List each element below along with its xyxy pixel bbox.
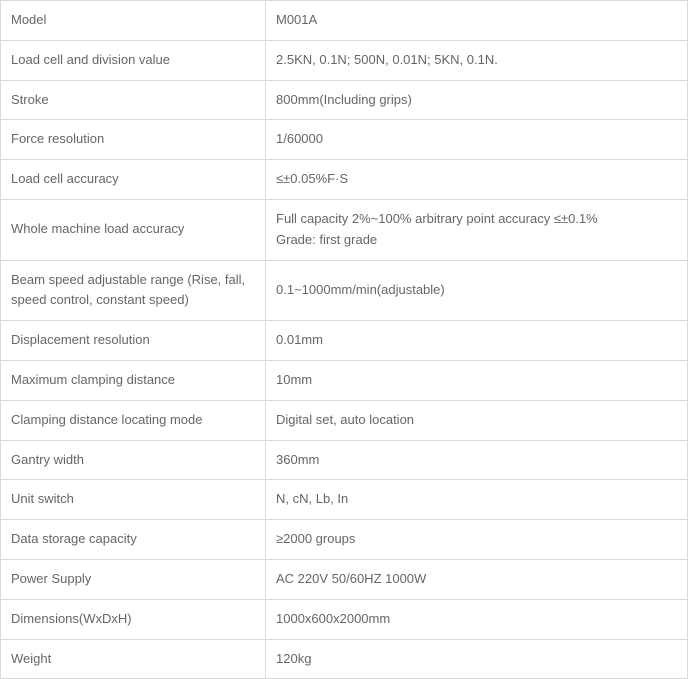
spec-value: M001A [266,1,688,41]
spec-label: Load cell accuracy [1,160,266,200]
table-row: Power SupplyAC 220V 50/60HZ 1000W [1,559,688,599]
table-row: Clamping distance locating modeDigital s… [1,400,688,440]
spec-label: Power Supply [1,559,266,599]
table-row: Whole machine load accuracyFull capacity… [1,199,688,260]
spec-value: 10mm [266,360,688,400]
spec-label: Weight [1,639,266,679]
spec-label: Beam speed adjustable range (Rise, fall,… [1,260,266,321]
spec-label: Whole machine load accuracy [1,199,266,260]
spec-value: 1/60000 [266,120,688,160]
table-row: Maximum clamping distance10mm [1,360,688,400]
spec-value: 800mm(Including grips) [266,80,688,120]
table-row: ModelM001A [1,1,688,41]
spec-table-body: ModelM001ALoad cell and division value2.… [1,1,688,679]
spec-value: 360mm [266,440,688,480]
spec-value: ≥2000 groups [266,520,688,560]
spec-label: Maximum clamping distance [1,360,266,400]
spec-table: ModelM001ALoad cell and division value2.… [0,0,688,679]
table-row: Load cell and division value2.5KN, 0.1N;… [1,40,688,80]
spec-label: Dimensions(WxDxH) [1,599,266,639]
table-row: Gantry width360mm [1,440,688,480]
spec-value: Full capacity 2%~100% arbitrary point ac… [266,199,688,260]
spec-value: 0.1~1000mm/min(adjustable) [266,260,688,321]
spec-label: Displacement resolution [1,321,266,361]
spec-value: Digital set, auto location [266,400,688,440]
spec-value: AC 220V 50/60HZ 1000W [266,559,688,599]
spec-label: Load cell and division value [1,40,266,80]
spec-value: 0.01mm [266,321,688,361]
spec-value: ≤±0.05%F·S [266,160,688,200]
table-row: Weight120kg [1,639,688,679]
spec-label: Stroke [1,80,266,120]
spec-label: Force resolution [1,120,266,160]
spec-value: 1000x600x2000mm [266,599,688,639]
table-row: Load cell accuracy≤±0.05%F·S [1,160,688,200]
spec-label: Data storage capacity [1,520,266,560]
spec-value: N, cN, Lb, In [266,480,688,520]
spec-value: 2.5KN, 0.1N; 500N, 0.01N; 5KN, 0.1N. [266,40,688,80]
table-row: Data storage capacity≥2000 groups [1,520,688,560]
spec-value: 120kg [266,639,688,679]
table-row: Displacement resolution0.01mm [1,321,688,361]
spec-label: Unit switch [1,480,266,520]
spec-label: Clamping distance locating mode [1,400,266,440]
spec-label: Gantry width [1,440,266,480]
spec-label: Model [1,1,266,41]
table-row: Dimensions(WxDxH)1000x600x2000mm [1,599,688,639]
table-row: Force resolution1/60000 [1,120,688,160]
table-row: Beam speed adjustable range (Rise, fall,… [1,260,688,321]
table-row: Unit switchN, cN, Lb, In [1,480,688,520]
table-row: Stroke800mm(Including grips) [1,80,688,120]
